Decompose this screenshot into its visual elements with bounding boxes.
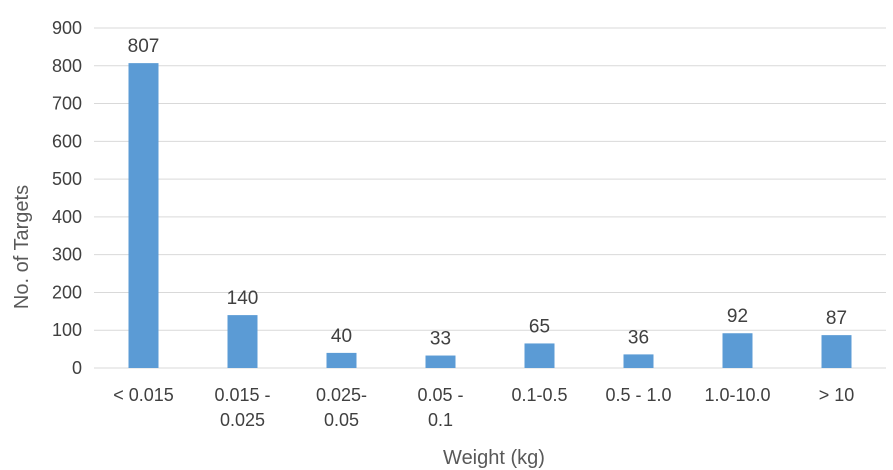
y-tick-label: 800 xyxy=(52,56,82,76)
data-label: 36 xyxy=(628,327,649,348)
y-tick-labels: 0 100 200 300 400 500 600 700 800 900 xyxy=(52,18,82,378)
data-label: 87 xyxy=(826,308,847,329)
y-tick-label: 600 xyxy=(52,131,82,151)
y-tick-label: 300 xyxy=(52,245,82,265)
data-label: 92 xyxy=(727,306,748,327)
y-tick-label: 200 xyxy=(52,282,82,302)
bar xyxy=(524,343,555,368)
data-label: 140 xyxy=(227,288,259,309)
bar xyxy=(128,63,159,369)
data-label: 40 xyxy=(331,326,352,347)
y-tick-label: 100 xyxy=(52,320,82,340)
x-category-label: 0.025 xyxy=(220,410,265,430)
x-category-label: 0.05 - xyxy=(417,385,463,405)
bars xyxy=(128,63,852,369)
bar xyxy=(425,355,456,368)
data-labels: 807 140 40 33 65 36 92 87 xyxy=(128,36,847,349)
x-category-label: > 10 xyxy=(819,385,855,405)
y-axis-title: No. of Targets xyxy=(11,185,33,309)
x-axis-title: Weight (kg) xyxy=(443,447,545,469)
x-category-label: 0.1 xyxy=(428,410,453,430)
data-label: 65 xyxy=(529,316,550,337)
data-label: 33 xyxy=(430,329,451,350)
x-category-label: 0.025- xyxy=(316,385,367,405)
gridlines xyxy=(94,27,886,369)
x-category-label: 0.1-0.5 xyxy=(511,385,567,405)
x-category-label: 0.05 xyxy=(324,410,359,430)
bar xyxy=(227,315,258,368)
bar xyxy=(722,333,753,368)
bar xyxy=(623,354,654,368)
x-category-label: 1.0-10.0 xyxy=(704,385,770,405)
y-tick-label: 500 xyxy=(52,169,82,189)
y-tick-label: 400 xyxy=(52,207,82,227)
bar xyxy=(326,352,357,368)
y-tick-label: 700 xyxy=(52,94,82,114)
x-category-labels: < 0.015 0.015 - 0.025 0.025- 0.05 0.05 - 0.1 0.… xyxy=(113,385,854,430)
x-category-label: 0.5 - 1.0 xyxy=(605,385,671,405)
x-category-label: 0.015 - xyxy=(214,385,270,405)
data-label: 807 xyxy=(128,36,160,57)
bar xyxy=(821,335,852,368)
x-category-label: < 0.015 xyxy=(113,385,174,405)
y-tick-label: 900 xyxy=(52,18,82,38)
y-tick-label: 0 xyxy=(72,358,82,378)
